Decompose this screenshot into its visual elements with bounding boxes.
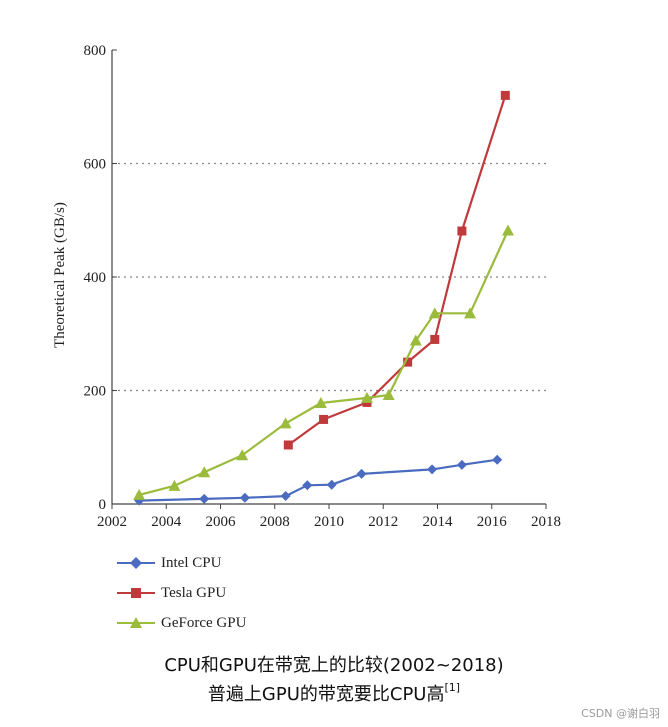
point-tesla-gpu-0 <box>283 440 293 450</box>
point-geforce-gpu-10 <box>464 307 477 319</box>
caption-title: CPU和GPU在带宽上的比较(2002~2018) <box>164 655 504 676</box>
x-tick-label-2012: 2012 <box>368 514 398 530</box>
caption-subtitle-text: 普遍上GPU的带宽要比CPU高 <box>207 684 445 705</box>
legend-item-tesla-gpu: Tesla GPU <box>117 578 246 608</box>
x-tick-label-2004: 2004 <box>151 514 182 530</box>
point-intel-cpu-2 <box>239 492 250 503</box>
series-layer <box>133 90 515 506</box>
series-geforce-gpu <box>133 224 515 500</box>
point-intel-cpu-8 <box>456 459 467 470</box>
x-tick-label-2018: 2018 <box>531 514 561 530</box>
legend: Intel CPU Tesla GPU GeForce GPU <box>117 548 246 638</box>
point-intel-cpu-9 <box>492 454 503 465</box>
point-geforce-gpu-2 <box>198 466 211 478</box>
y-tick-label-600: 600 <box>84 157 107 173</box>
grid-lines <box>112 162 546 392</box>
x-tick-label-2014: 2014 <box>423 514 454 530</box>
point-geforce-gpu-0 <box>133 488 146 500</box>
x-tick-label-2002: 2002 <box>97 514 127 530</box>
point-geforce-gpu-11 <box>502 224 515 236</box>
y-ticks: 0 200 400 600 800 <box>84 43 117 513</box>
point-geforce-gpu-9 <box>428 307 441 319</box>
legend-item-geforce-gpu: GeForce GPU <box>117 608 246 638</box>
point-geforce-gpu-7 <box>382 389 395 401</box>
point-intel-cpu-3 <box>280 491 291 502</box>
series-line-tesla-gpu <box>287 95 507 446</box>
point-tesla-gpu-3 <box>403 357 413 367</box>
point-geforce-gpu-8 <box>409 334 422 346</box>
point-geforce-gpu-6 <box>360 391 373 403</box>
watermark-credit: CSDN @谢白羽 <box>581 707 660 720</box>
point-tesla-gpu-4 <box>430 334 440 344</box>
x-tick-label-2008: 2008 <box>260 514 290 530</box>
point-intel-cpu-4 <box>302 480 313 491</box>
series-intel-cpu <box>134 454 503 506</box>
point-geforce-gpu-3 <box>236 449 249 461</box>
series-line-geforce-gpu <box>138 230 510 496</box>
legend-label-geforce-gpu: GeForce GPU <box>161 614 247 631</box>
point-intel-cpu-7 <box>427 464 438 475</box>
point-geforce-gpu-5 <box>314 396 327 408</box>
series-tesla-gpu <box>283 90 510 450</box>
y-tick-label-200: 200 <box>84 384 107 400</box>
tesla-gpu-swatch-icon <box>117 588 155 598</box>
point-intel-cpu-6 <box>356 468 367 479</box>
y-tick-label-800: 800 <box>84 43 107 59</box>
legend-item-intel-cpu: Intel CPU <box>117 548 246 578</box>
x-ticks: 2002 2004 2006 2008 2010 2012 2014 2016 2018 <box>97 504 561 530</box>
point-intel-cpu-5 <box>326 479 337 490</box>
point-geforce-gpu-4 <box>279 417 292 429</box>
point-tesla-gpu-6 <box>500 90 510 100</box>
legend-label-intel-cpu: Intel CPU <box>161 554 222 571</box>
x-tick-label-2010: 2010 <box>314 514 344 530</box>
series-line-intel-cpu <box>139 458 498 502</box>
point-intel-cpu-1 <box>199 493 210 504</box>
point-tesla-gpu-1 <box>319 414 329 424</box>
caption-subtitle: 普遍上GPU的带宽要比CPU高[1] <box>0 680 668 706</box>
intel-cpu-swatch-icon <box>117 557 155 569</box>
x-tick-label-2006: 2006 <box>206 514 237 530</box>
geforce-gpu-swatch-icon <box>117 617 155 628</box>
y-tick-label-0: 0 <box>99 497 107 513</box>
y-tick-label-400: 400 <box>84 270 107 286</box>
y-axis-label: Theoretical Peak (GB/s) <box>52 202 68 348</box>
caption-reference: [1] <box>444 681 461 694</box>
x-tick-label-2016: 2016 <box>477 514 508 530</box>
point-geforce-gpu-1 <box>168 479 181 491</box>
legend-label-tesla-gpu: Tesla GPU <box>161 584 227 601</box>
bandwidth-chart: 2002 2004 2006 2008 2010 2012 2014 2016 2018 020… <box>52 43 561 530</box>
point-tesla-gpu-5 <box>457 226 467 236</box>
